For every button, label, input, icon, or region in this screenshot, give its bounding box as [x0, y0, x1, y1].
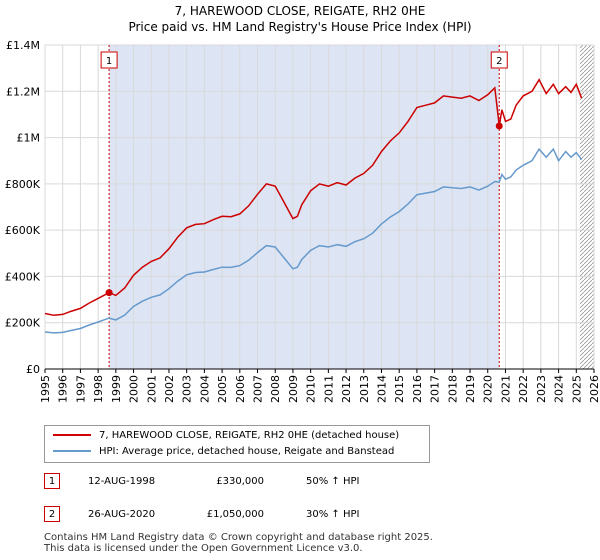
marker-badge [490, 51, 508, 69]
x-tick-label: 2006 [234, 375, 247, 403]
y-tick-label: £400K [5, 270, 41, 283]
x-tick-label: 2015 [393, 375, 406, 403]
x-tick-label: 2024 [553, 375, 566, 403]
legend-label-hpi: HPI: Average price, detached house, Reig… [99, 446, 395, 457]
hpi-line [44, 147, 583, 334]
sale-point [495, 122, 503, 130]
x-tick-label: 2011 [322, 375, 335, 403]
annotation-date: 26-AUG-2020 [88, 509, 156, 520]
x-tick-label: 2002 [163, 375, 176, 403]
y-tick-label: £0 [26, 363, 40, 376]
annotation-price: £1,050,000 [206, 509, 264, 520]
x-tick-label: 2005 [216, 375, 229, 403]
x-tick-label: 1996 [57, 375, 70, 403]
chart-subtitle: Price paid vs. HM Land Registry's House … [128, 20, 472, 34]
x-tick-label: 2026 [588, 375, 600, 403]
footer-copyright: Contains HM Land Registry data © Crown c… [44, 532, 433, 543]
x-tick-label: 2008 [269, 375, 282, 403]
x-tick-label: 2016 [411, 375, 424, 403]
x-tick-label: 2000 [128, 375, 141, 403]
shaded-period [109, 45, 500, 369]
marker-badge-label: 2 [496, 56, 502, 67]
x-tick-label: 2020 [482, 375, 495, 403]
x-tick-label: 1997 [74, 375, 87, 403]
marker-badge [100, 51, 118, 69]
y-tick-label: £1.2M [6, 85, 40, 98]
x-tick-label: 1998 [92, 375, 105, 403]
legend-label-property: 7, HAREWOOD CLOSE, REIGATE, RH2 0HE (det… [99, 430, 400, 441]
x-tick-label: 2022 [517, 375, 530, 403]
annotation-badge: 1 [44, 473, 60, 489]
y-tick-label: £800K [5, 178, 41, 191]
x-tick-label: 2023 [535, 375, 548, 403]
legend-entry-property: 7, HAREWOOD CLOSE, REIGATE, RH2 0HE (det… [53, 428, 399, 444]
x-tick-label: 1999 [110, 375, 123, 403]
marker-badge-label: 1 [106, 56, 112, 67]
chart-legend: 7, HAREWOOD CLOSE, REIGATE, RH2 0HE (det… [44, 425, 430, 463]
legend-entry-hpi: HPI: Average price, detached house, Reig… [53, 444, 394, 460]
y-tick-label: £1M [17, 132, 41, 145]
x-tick-label: 2025 [570, 375, 583, 403]
x-tick-label: 2009 [287, 375, 300, 403]
x-tick-label: 2013 [358, 375, 371, 403]
x-tick-label: 2019 [464, 375, 477, 403]
x-tick-label: 2001 [145, 375, 158, 403]
legend-swatch-blue [53, 450, 91, 452]
forecast-region [579, 45, 594, 369]
x-tick-label: 2004 [198, 375, 211, 403]
annotation-date: 12-AUG-1998 [88, 476, 156, 487]
x-tick-label: 2012 [340, 375, 353, 403]
annotation-hpi: 30% ↑ HPI [306, 509, 360, 520]
x-tick-label: 2003 [181, 375, 194, 403]
annotation-badge: 2 [44, 506, 60, 522]
annotation-hpi: 50% ↑ HPI [306, 476, 360, 487]
x-tick-label: 2010 [305, 375, 318, 403]
legend-swatch-red [53, 434, 91, 436]
y-tick-label: £600K [5, 224, 41, 237]
annotation-price: £330,000 [216, 476, 264, 487]
price-chart: £0 £200K £400K £600K £800K £1M £1.2M £1.4M 1995 1… [5, 39, 600, 403]
x-tick-label: 2017 [429, 375, 442, 403]
sale-point [105, 289, 113, 297]
x-tick-label: 1995 [39, 375, 52, 403]
x-tick-label: 2007 [252, 375, 265, 403]
property-price-line [44, 78, 583, 317]
y-tick-label: £1.4M [6, 39, 40, 52]
footer-license: This data is licensed under the Open Gov… [44, 543, 363, 554]
chart-title: 7, HAREWOOD CLOSE, REIGATE, RH2 0HE [174, 4, 426, 18]
x-tick-label: 2014 [375, 375, 388, 403]
x-tick-label: 2018 [446, 375, 459, 403]
y-tick-label: £200K [5, 317, 41, 330]
x-tick-label: 2021 [499, 375, 512, 403]
